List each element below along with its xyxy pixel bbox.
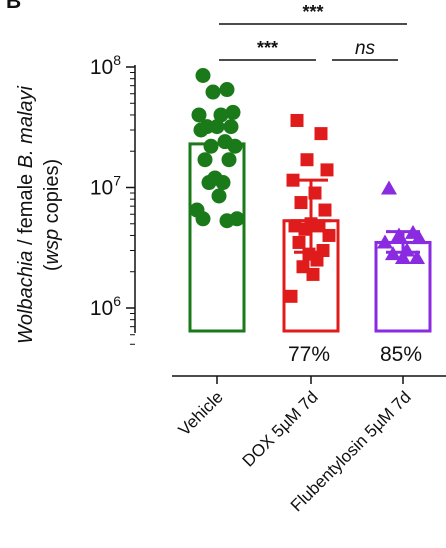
error-bars-layer: [291, 178, 423, 254]
data-point-circle: [205, 84, 221, 100]
percent-label: 77%: [288, 343, 330, 366]
data-point-circle: [203, 138, 219, 154]
data-point-square: [298, 222, 312, 236]
points-layer: [189, 68, 427, 303]
data-point-circle: [223, 119, 239, 135]
y-tick-exponent: 8: [113, 52, 121, 68]
data-point-triangle: [411, 230, 427, 245]
data-point-square: [318, 203, 332, 217]
data-point-circle: [193, 122, 209, 138]
y-label-sep: / female: [15, 168, 37, 250]
data-point-triangle: [391, 227, 407, 242]
data-point-square: [290, 113, 304, 127]
data-point-square: [314, 127, 328, 141]
data-point-square: [306, 267, 320, 281]
y-tick-label: 107: [90, 173, 121, 200]
svg-text:(wsp copies): (wsp copies): [41, 159, 63, 271]
panel-letter: B: [6, 0, 21, 13]
data-point-circle: [227, 138, 243, 154]
data-point-circle: [211, 188, 227, 204]
percent-label: 85%: [380, 343, 422, 366]
data-point-triangle: [395, 249, 411, 264]
y-label-host: B. malayi: [15, 85, 37, 168]
data-point-square: [320, 163, 334, 177]
data-point-circle: [215, 175, 231, 191]
y-tick-label: 108: [90, 52, 121, 79]
data-point-circle: [219, 213, 235, 229]
y-label-unit: copies): [41, 159, 63, 229]
data-point-triangle: [409, 249, 425, 264]
data-point-square: [288, 219, 302, 233]
data-point-square: [296, 260, 310, 274]
data-point-circle: [191, 107, 207, 123]
data-point-circle: [213, 107, 229, 123]
data-point-square: [322, 228, 336, 242]
y-tick-exponent: 6: [113, 293, 121, 309]
data-point-circle: [201, 175, 217, 191]
significance-label: ***: [257, 38, 278, 58]
data-point-square: [284, 289, 298, 303]
data-point-circle: [225, 104, 241, 120]
significance-label: ns: [355, 38, 376, 59]
x-category-label: Vehicle: [175, 387, 227, 439]
data-point-circle: [195, 68, 211, 84]
data-point-square: [294, 196, 308, 210]
y-label-paren-open: (: [41, 264, 63, 271]
y-label-gene: wsp: [41, 229, 63, 265]
y-tick-base: 10: [90, 56, 113, 79]
data-point-square: [286, 173, 300, 187]
data-point-circle: [195, 211, 211, 227]
data-point-circle: [197, 152, 213, 168]
data-point-circle: [219, 82, 235, 98]
y-tick-base: 10: [90, 297, 113, 320]
data-point-square: [300, 153, 314, 167]
data-point-square: [312, 219, 326, 233]
data-point-triangle: [381, 180, 397, 195]
x-category-label: DOX 5µM 7d: [239, 387, 322, 470]
svg-text:Wolbachia / female B. malayi: Wolbachia / female B. malayi: [15, 85, 37, 343]
y-label-organism: Wolbachia: [15, 251, 37, 344]
data-point-square: [292, 235, 306, 249]
data-point-circle: [221, 152, 237, 168]
data-point-circle: [209, 119, 225, 135]
y-tick-base: 10: [90, 177, 113, 200]
significance-layer: *** ns ***: [219, 2, 407, 61]
y-axis-title: Wolbachia / female B. malayi (wsp copies…: [15, 85, 63, 343]
y-tick-exponent: 7: [113, 173, 121, 189]
significance-label: ***: [302, 2, 323, 22]
y-tick-label: 106: [90, 293, 121, 320]
data-point-square: [310, 253, 324, 267]
